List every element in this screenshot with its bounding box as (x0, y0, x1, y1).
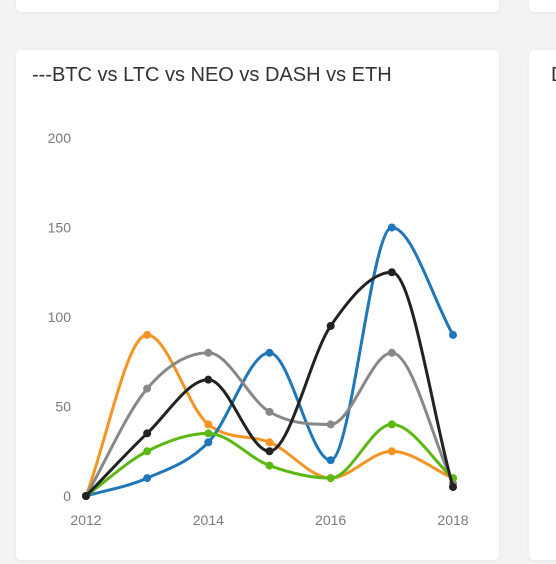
data-point[interactable] (326, 474, 335, 483)
side-card-title: D (551, 64, 556, 87)
data-point[interactable] (143, 330, 152, 339)
data-point[interactable] (387, 348, 396, 357)
data-point[interactable] (143, 447, 152, 456)
data-point[interactable] (204, 348, 213, 357)
y-tick-label: 150 (48, 220, 72, 236)
card-top (16, 0, 499, 12)
side-card: D (529, 50, 556, 560)
data-point[interactable] (387, 447, 396, 456)
y-tick-label: 200 (48, 130, 72, 146)
y-tick-label: 0 (63, 488, 71, 504)
x-tick-label: 2014 (193, 512, 224, 528)
data-point[interactable] (82, 492, 90, 500)
data-point[interactable] (265, 348, 274, 357)
data-point[interactable] (387, 223, 396, 232)
card-top-right (529, 0, 556, 12)
data-point[interactable] (326, 321, 335, 330)
data-point[interactable] (143, 474, 152, 483)
data-point[interactable] (449, 483, 457, 492)
data-point[interactable] (204, 420, 213, 429)
data-point[interactable] (387, 268, 396, 277)
x-tick-label: 2018 (437, 512, 468, 528)
data-point[interactable] (204, 438, 213, 447)
series-line (84, 270, 455, 498)
y-tick-label: 100 (48, 309, 72, 325)
data-point[interactable] (265, 438, 274, 447)
series-line (84, 422, 455, 498)
data-point[interactable] (143, 384, 152, 393)
chart-title: ---BTC vs LTC vs NEO vs DASH vs ETH (32, 64, 392, 86)
data-point[interactable] (204, 429, 213, 438)
data-point[interactable] (204, 375, 213, 384)
data-point[interactable] (449, 330, 457, 339)
x-tick-label: 2016 (315, 512, 346, 528)
data-point[interactable] (387, 420, 396, 429)
data-point[interactable] (326, 456, 335, 465)
data-point[interactable] (143, 429, 152, 438)
data-point[interactable] (265, 447, 274, 456)
data-point[interactable] (265, 407, 274, 416)
x-tick-label: 2012 (70, 512, 101, 528)
data-point[interactable] (326, 420, 335, 429)
y-tick-label: 50 (55, 399, 71, 415)
data-point[interactable] (265, 461, 274, 470)
